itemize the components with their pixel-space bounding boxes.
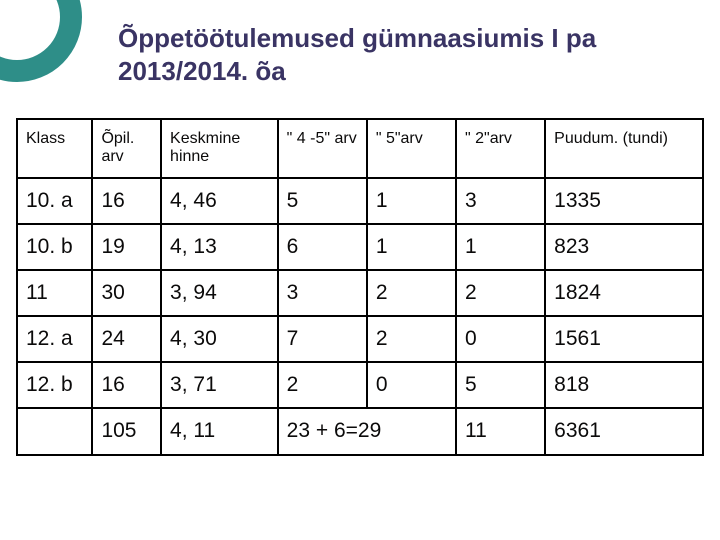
- th-5: " 5"arv: [367, 119, 456, 178]
- cell: 2: [367, 270, 456, 316]
- table-body: 10. a 16 4, 46 5 1 3 1335 10. b 19 4, 13…: [17, 178, 703, 455]
- cell: 3: [278, 270, 367, 316]
- cell: 2: [456, 270, 545, 316]
- cell: 12. a: [17, 316, 92, 362]
- th-puudum: Puudum. (tundi): [545, 119, 703, 178]
- cell: 11: [17, 270, 92, 316]
- cell-total: 105: [92, 408, 161, 454]
- table-row: 12. b 16 3, 71 2 0 5 818: [17, 362, 703, 408]
- cell: 3, 94: [161, 270, 278, 316]
- cell: 5: [456, 362, 545, 408]
- table-summary-row: 105 4, 11 23 + 6=29 11 6361: [17, 408, 703, 454]
- cell: 3: [456, 178, 545, 224]
- cell-good-sum: 23 + 6=29: [278, 408, 456, 454]
- cell: 10. a: [17, 178, 92, 224]
- cell-absences: 6361: [545, 408, 703, 454]
- cell: 0: [456, 316, 545, 362]
- table-row: 10. b 19 4, 13 6 1 1 823: [17, 224, 703, 270]
- table-row: 10. a 16 4, 46 5 1 3 1335: [17, 178, 703, 224]
- cell: 3, 71: [161, 362, 278, 408]
- th-opil: Õpil. arv: [92, 119, 161, 178]
- cell: 1335: [545, 178, 703, 224]
- cell-twos: 11: [456, 408, 545, 454]
- cell: 4, 30: [161, 316, 278, 362]
- page-title: Õppetöötulemused gümnaasiumis I pa 2013/…: [118, 22, 700, 87]
- cell: 4, 13: [161, 224, 278, 270]
- cell: 6: [278, 224, 367, 270]
- cell: 818: [545, 362, 703, 408]
- cell: 30: [92, 270, 161, 316]
- cell: 7: [278, 316, 367, 362]
- cell: 19: [92, 224, 161, 270]
- th-klass: Klass: [17, 119, 92, 178]
- table-header-row: Klass Õpil. arv Keskmine hinne " 4 -5" a…: [17, 119, 703, 178]
- cell: 16: [92, 362, 161, 408]
- cell: 24: [92, 316, 161, 362]
- accent-circle: [0, 0, 82, 82]
- cell: 1824: [545, 270, 703, 316]
- cell: 2: [367, 316, 456, 362]
- cell: 823: [545, 224, 703, 270]
- cell: 2: [278, 362, 367, 408]
- cell-avg: 4, 11: [161, 408, 278, 454]
- cell: 1: [367, 224, 456, 270]
- table-row: 12. a 24 4, 30 7 2 0 1561: [17, 316, 703, 362]
- cell: 5: [278, 178, 367, 224]
- th-keskmine: Keskmine hinne: [161, 119, 278, 178]
- cell: 12. b: [17, 362, 92, 408]
- cell: 0: [367, 362, 456, 408]
- cell: 4, 46: [161, 178, 278, 224]
- cell: 10. b: [17, 224, 92, 270]
- cell: 1: [456, 224, 545, 270]
- cell: 1561: [545, 316, 703, 362]
- th-2: " 2"arv: [456, 119, 545, 178]
- results-table: Klass Õpil. arv Keskmine hinne " 4 -5" a…: [16, 118, 704, 456]
- th-45: " 4 -5" arv: [278, 119, 367, 178]
- table-row: 11 30 3, 94 3 2 2 1824: [17, 270, 703, 316]
- cell: 16: [92, 178, 161, 224]
- cell-blank: [17, 408, 92, 454]
- cell: 1: [367, 178, 456, 224]
